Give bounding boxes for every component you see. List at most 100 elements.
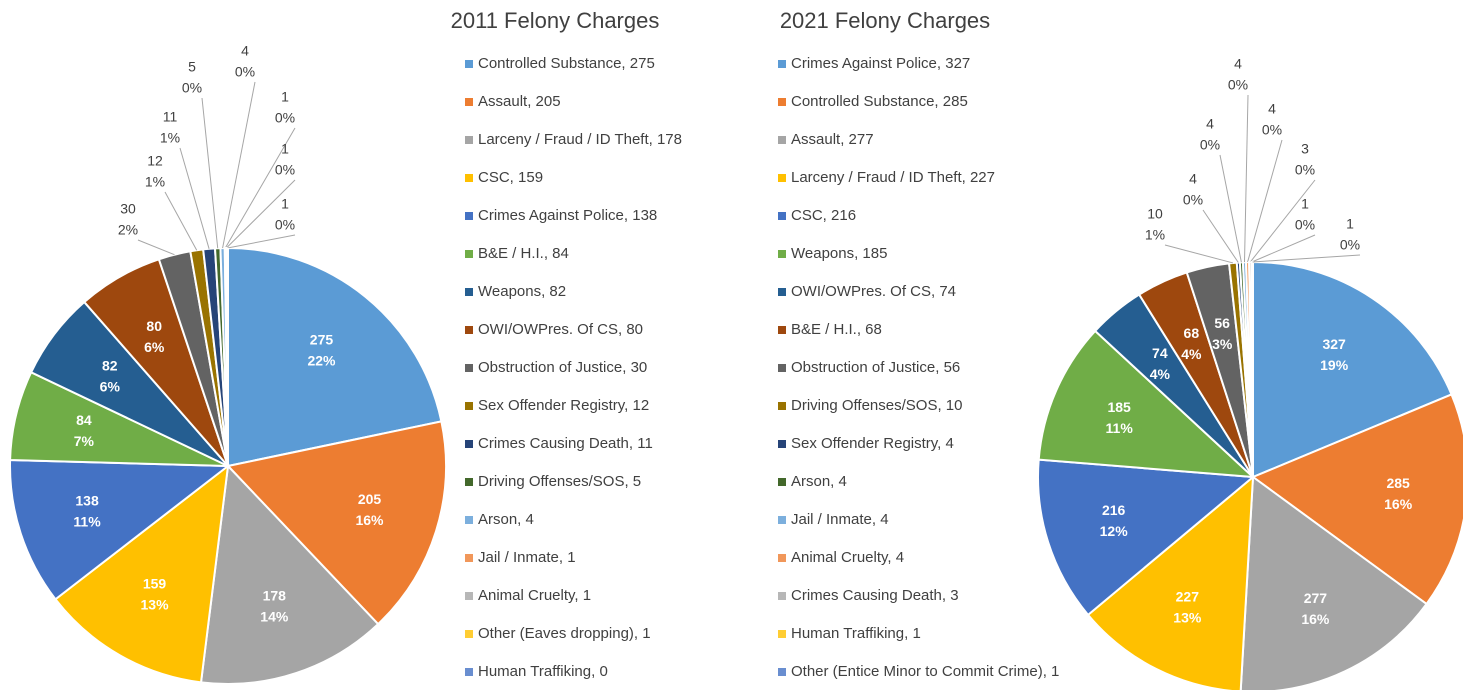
data-label: 6%: [144, 339, 165, 355]
chart-title: 2011 Felony Charges: [451, 8, 660, 33]
legend-marker: [465, 250, 473, 258]
leader-line: [1249, 179, 1316, 263]
data-label: 0%: [1295, 217, 1315, 233]
legend-label: OWI/OWPres. Of CS, 80: [478, 321, 643, 338]
data-label: 275: [310, 332, 334, 348]
leader-line: [1219, 154, 1242, 263]
pie-slice: [1251, 260, 1254, 478]
legend-marker: [465, 364, 473, 372]
data-label: 1%: [145, 174, 165, 190]
legend-marker: [465, 402, 473, 410]
pie-slice: [1037, 458, 1256, 617]
data-label: 1%: [160, 130, 180, 146]
leader-line: [1247, 139, 1283, 263]
data-label: 138: [75, 493, 99, 509]
chart-title: 2021 Felony Charges: [780, 8, 990, 33]
legend-label: OWI/OWPres. Of CS, 74: [791, 283, 956, 300]
legend-marker: [465, 668, 473, 676]
legend-label: Animal Cruelty, 4: [791, 549, 904, 566]
data-label: 22%: [307, 353, 336, 369]
legend-marker: [465, 60, 473, 68]
data-label: 1: [281, 196, 289, 212]
data-label: 0%: [182, 80, 202, 96]
leader-line: [1251, 234, 1316, 263]
leader-line: [201, 97, 219, 249]
legend-label: Arson, 4: [791, 473, 847, 490]
data-label: 227: [1176, 588, 1200, 604]
legend-label: Driving Offenses/SOS, 5: [478, 473, 641, 490]
data-label: 185: [1107, 399, 1131, 415]
data-label: 0%: [1200, 137, 1220, 153]
data-label: 16%: [355, 512, 384, 528]
pie-slice: [1250, 393, 1463, 606]
legend-marker: [778, 212, 786, 220]
data-label: 4: [1206, 116, 1214, 132]
legend-marker: [465, 592, 473, 600]
data-label: 0%: [1340, 237, 1360, 253]
legend-label: Jail / Inmate, 4: [791, 511, 889, 528]
legend-label: CSC, 216: [791, 207, 856, 224]
data-label: 13%: [1173, 609, 1202, 625]
data-label: 13%: [141, 596, 170, 612]
legend-label: Sex Offender Registry, 4: [791, 435, 954, 452]
data-label: 205: [358, 491, 382, 507]
pie-slice: [227, 246, 443, 468]
legend-marker: [778, 630, 786, 638]
legend-marker: [778, 516, 786, 524]
data-label: 68: [1184, 325, 1200, 341]
data-label: 11%: [73, 514, 101, 530]
legend-marker: [778, 250, 786, 258]
leader-line: [1164, 244, 1234, 264]
legend-label: Arson, 4: [478, 511, 534, 528]
leader-line: [164, 191, 198, 251]
data-label: 11: [163, 109, 178, 125]
pie-slice: [1086, 474, 1255, 690]
legend-label: Weapons, 82: [478, 283, 566, 300]
data-label: 10: [1147, 206, 1163, 222]
legend-label: Sex Offender Registry, 12: [478, 397, 649, 414]
legend-label: Other (Eaves dropping), 1: [478, 625, 651, 642]
data-label: 16%: [1301, 611, 1330, 627]
data-label: 216: [1102, 502, 1126, 518]
data-label: 12: [147, 153, 163, 169]
legend-label: Assault, 277: [791, 131, 874, 148]
data-label: 327: [1322, 336, 1346, 352]
data-label: 4%: [1181, 346, 1202, 362]
legend-label: Jail / Inmate, 1: [478, 549, 576, 566]
leader-line: [179, 147, 210, 249]
legend-marker: [465, 440, 473, 448]
data-label: 1: [1301, 196, 1309, 212]
data-label: 56: [1214, 315, 1230, 331]
legend-marker: [465, 212, 473, 220]
data-label: 285: [1386, 475, 1410, 491]
data-label: 6%: [100, 378, 121, 394]
data-label: 80: [146, 318, 162, 334]
legend-marker: [465, 516, 473, 524]
legend-label: Crimes Causing Death, 11: [478, 435, 653, 452]
leader-line: [137, 239, 175, 256]
pie-slice: [1037, 329, 1256, 479]
legend-marker: [465, 554, 473, 562]
legend-label: Weapons, 185: [791, 245, 887, 262]
legend-label: Controlled Substance, 275: [478, 55, 655, 72]
legend-label: Other (Entice Minor to Commit Crime), 1: [791, 663, 1059, 680]
legend-label: Crimes Causing Death, 3: [791, 587, 959, 604]
legend-marker: [465, 478, 473, 486]
legend-label: Larceny / Fraud / ID Theft, 178: [478, 131, 682, 148]
data-label: 0%: [1262, 122, 1282, 138]
pie-slice: [9, 459, 231, 601]
legend-marker: [465, 98, 473, 106]
legend-marker: [778, 98, 786, 106]
data-label: 0%: [1295, 162, 1315, 178]
pie-slice: [226, 420, 447, 626]
leader-line: [1252, 254, 1361, 263]
data-label: 178: [263, 588, 287, 604]
legend-label: Controlled Substance, 285: [791, 93, 968, 110]
pie-slice: [54, 463, 230, 684]
data-label: 84: [76, 412, 92, 428]
data-label: 82: [102, 357, 118, 373]
legend-marker: [778, 60, 786, 68]
pie-slice: [199, 463, 380, 685]
data-label: 12%: [1100, 523, 1129, 539]
